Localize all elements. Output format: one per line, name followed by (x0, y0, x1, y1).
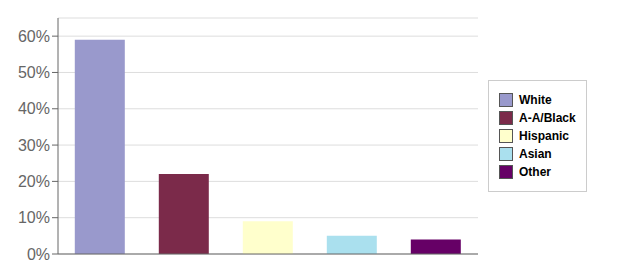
svg-text:20%: 20% (18, 173, 50, 190)
html-text:Hispanic: Hispanic (519, 129, 569, 143)
svg-text:60%: 60% (18, 28, 50, 45)
svg-text:0%: 0% (27, 246, 50, 263)
html-text:A-A/Black: A-A/Black (519, 111, 576, 125)
html-text:Other: Other (519, 165, 551, 179)
svg-text:40%: 40% (18, 100, 50, 117)
html-text:White: White (519, 93, 552, 107)
svg-text:10%: 10% (18, 209, 50, 226)
html-text:Asian: Asian (519, 147, 552, 161)
svg-text:50%: 50% (18, 64, 50, 81)
svg-text:30%: 30% (18, 137, 50, 154)
